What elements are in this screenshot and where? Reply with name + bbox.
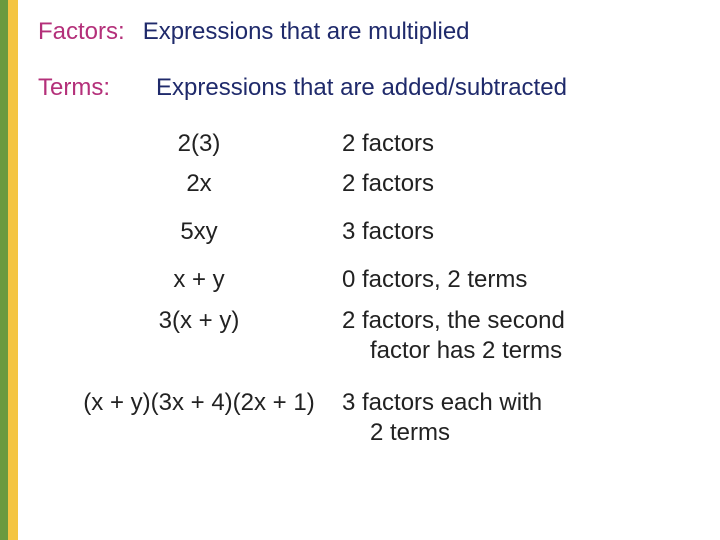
example-desc: 3 factors bbox=[334, 210, 700, 250]
definition-factors-text: Expressions that are multiplied bbox=[143, 18, 470, 46]
example-expr: 2x bbox=[74, 170, 334, 202]
example-desc-line1: 2 factors, the second bbox=[342, 307, 565, 334]
example-expr: 2(3) bbox=[74, 130, 334, 162]
example-desc: 2 factors bbox=[334, 170, 700, 202]
example-desc-line2: factor has 2 terms bbox=[342, 336, 700, 366]
example-expr: 3(x + y) bbox=[74, 306, 334, 370]
definition-factors: Factors: Expressions that are multiplied bbox=[38, 18, 700, 46]
stripe-green bbox=[0, 0, 8, 540]
example-desc: 2 factors bbox=[334, 130, 700, 162]
definition-terms: Terms: Expressions that are added/subtra… bbox=[38, 74, 700, 102]
example-desc: 2 factors, the second factor has 2 terms bbox=[334, 306, 700, 370]
stripe-yellow bbox=[8, 0, 18, 540]
example-desc: 0 factors, 2 terms bbox=[334, 258, 700, 298]
slide-content: Factors: Expressions that are multiplied… bbox=[18, 0, 720, 540]
definition-terms-label: Terms: bbox=[38, 74, 138, 102]
example-desc-line2: 2 terms bbox=[342, 418, 700, 448]
example-expr: 5xy bbox=[74, 210, 334, 250]
definition-factors-label: Factors: bbox=[38, 18, 125, 46]
example-desc: 3 factors each with 2 terms bbox=[334, 378, 700, 452]
example-expr: (x + y)(3x + 4)(2x + 1) bbox=[74, 378, 334, 452]
example-desc-line1: 3 factors each with bbox=[342, 389, 542, 416]
example-expr: x + y bbox=[74, 258, 334, 298]
examples-table: 2(3) 2 factors 2x 2 factors 5xy 3 factor… bbox=[74, 130, 700, 452]
definition-terms-text: Expressions that are added/subtracted bbox=[156, 74, 567, 102]
